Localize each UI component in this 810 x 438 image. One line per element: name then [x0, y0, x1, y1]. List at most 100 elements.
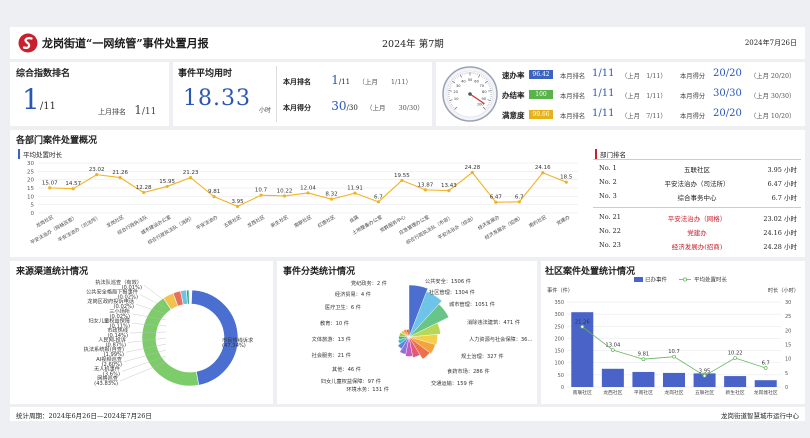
y-tick-label: 25 — [27, 169, 34, 175]
rate-rank-value: 1/11 — [592, 88, 615, 99]
source-label: 网格巡查 — [97, 374, 118, 382]
y-tick-label: 100 — [554, 361, 564, 367]
gauge-label: 10 — [454, 97, 459, 101]
data-point — [329, 197, 334, 201]
gauge-label: 50 — [468, 78, 473, 82]
rose-slice — [408, 284, 429, 338]
left-axis-title: 事件（件） — [547, 286, 573, 294]
avg-time-score-last: （上月 30/30） — [366, 104, 424, 112]
gauge-needle — [469, 93, 485, 105]
gauge-tick — [450, 103, 453, 105]
source-leader-line — [135, 304, 167, 315]
source-label: AI视频巡查 — [96, 355, 122, 363]
rate-value-badge: 99.66 — [529, 110, 553, 119]
data-label: 12.28 — [136, 185, 152, 191]
source-leader-line — [139, 294, 167, 309]
data-label: 6.7 — [374, 194, 383, 200]
data-label: 15.07 — [42, 180, 58, 186]
x-tick-label: 南联社区 — [573, 389, 592, 396]
footer-period: 统计周期：2024年6月26日—2024年7月26日 — [16, 412, 152, 420]
category-label: 其他：46 件 — [332, 365, 361, 373]
category-label: 人力资源与社会保障：36... — [469, 335, 533, 343]
data-point — [259, 193, 263, 197]
rank-no: No. 3 — [599, 192, 617, 200]
rank-row: No. 21 平安法治办（网格） 23.02 小时 — [593, 213, 801, 225]
source-label-pct: (0.02%) — [109, 314, 130, 320]
rank-name: 平安法治办（司法所） — [664, 180, 730, 188]
source-label-pct: (3.6%) — [103, 371, 120, 377]
legend-bar-swatch — [634, 277, 643, 282]
gauge-tick — [478, 74, 481, 78]
data-label: 12.04 — [300, 185, 316, 191]
rank-row: No. 23 经济发展办(招商) 24.28 小时 — [593, 241, 801, 253]
gauge-tick — [482, 76, 484, 78]
gauge-tick — [450, 82, 453, 84]
dept-section-title: 各部门案件处置概况 — [16, 136, 98, 146]
avg-time-label: 6.7 — [762, 361, 770, 367]
x-tick-label: 五联社区 — [222, 214, 242, 230]
data-label: 21.26 — [112, 170, 128, 176]
rank-value: 23.02 小时 — [763, 215, 797, 223]
rank-name: 五联社区 — [684, 166, 710, 174]
rate-rank-value: 1/11 — [592, 68, 615, 79]
source-label-pct: (2.60%) — [101, 362, 122, 368]
source-label-pct: (0.11%) — [109, 323, 130, 329]
data-point — [282, 194, 287, 198]
source-leader-line — [125, 343, 167, 353]
data-point — [212, 195, 216, 199]
rates-panel: 10 20 30 40 50 60 70 80 90 100 速办率 96.42 本月排名 1/11 （上… — [436, 62, 805, 126]
overall-rank-number: 1 — [22, 83, 40, 116]
avg-time-point — [733, 356, 737, 360]
rate-label: 满意度 — [502, 111, 525, 120]
gauge-tick — [453, 79, 455, 81]
rose-slice — [397, 336, 410, 345]
rose-slice — [397, 336, 410, 350]
rose-slice — [408, 336, 431, 360]
source-leader-line — [131, 313, 167, 321]
avg-time-score-of: /30 — [346, 104, 358, 112]
avg-time-score-label: 本月得分 — [283, 103, 311, 112]
avg-time-label: 13.04 — [605, 343, 621, 349]
data-point — [494, 200, 498, 204]
y2-tick-label: 5 — [785, 371, 788, 377]
dept-ranking-title: 部门排名 — [595, 149, 626, 159]
rose-slice — [408, 334, 438, 346]
gauge-tick — [449, 101, 452, 103]
dept-chart-title-text: 平均处置时长 — [23, 151, 62, 159]
data-point — [95, 173, 99, 177]
data-label: 24.16 — [535, 165, 551, 171]
rank-row: No. 1 五联社区 3.95 小时 — [593, 164, 801, 176]
data-label: 13.43 — [441, 183, 457, 189]
y-tick-label: 20 — [27, 178, 34, 184]
data-label: 9.81 — [208, 189, 220, 195]
overall-rank-value: 1/11 — [22, 84, 56, 123]
avg-time-rank-of: /11 — [338, 78, 351, 86]
gauge-tick — [456, 76, 458, 78]
header-bar: 龙岗街道“一网统管”事件处置月报 2024年 第7期 2024年7月26日 — [10, 27, 805, 59]
gauge-tick — [488, 84, 490, 86]
rate-label: 速办率 — [502, 71, 525, 80]
y-tick-label: 200 — [554, 336, 564, 342]
gauge-label: 100 — [477, 103, 485, 107]
avg-time-label: 10.7 — [668, 349, 680, 355]
gauge-tick — [451, 80, 456, 84]
rank-no: No. 21 — [599, 213, 621, 221]
data-label: 14.57 — [65, 181, 81, 187]
rate-rank-last: （上月 7/11） — [621, 113, 667, 120]
y2-tick-label: 0 — [785, 385, 788, 391]
gauge-tick — [485, 79, 487, 81]
gauge-tick — [449, 86, 451, 88]
dept-ranking: 部门排名 No. 1 五联社区 3.95 小时 No. 2 平安法治办（司法所） 6.47… — [593, 146, 801, 254]
y-tick-label: 300 — [554, 312, 564, 318]
gauge-tick — [451, 105, 454, 107]
gauge-tick — [461, 73, 463, 76]
data-point — [71, 187, 75, 191]
data-label: 21.23 — [183, 170, 199, 176]
x-tick-label: 龙岗社区 — [35, 214, 55, 230]
rate-score-value: 30/30 — [713, 88, 742, 99]
x-tick-label: 经济发展办（招商） — [483, 214, 524, 242]
data-label: 10.7 — [255, 188, 268, 194]
rate-rank-label: 本月排名 — [560, 73, 586, 80]
overall-rank-panel: 综合指数排名 1/11 上月排名 1/11 — [10, 62, 169, 126]
